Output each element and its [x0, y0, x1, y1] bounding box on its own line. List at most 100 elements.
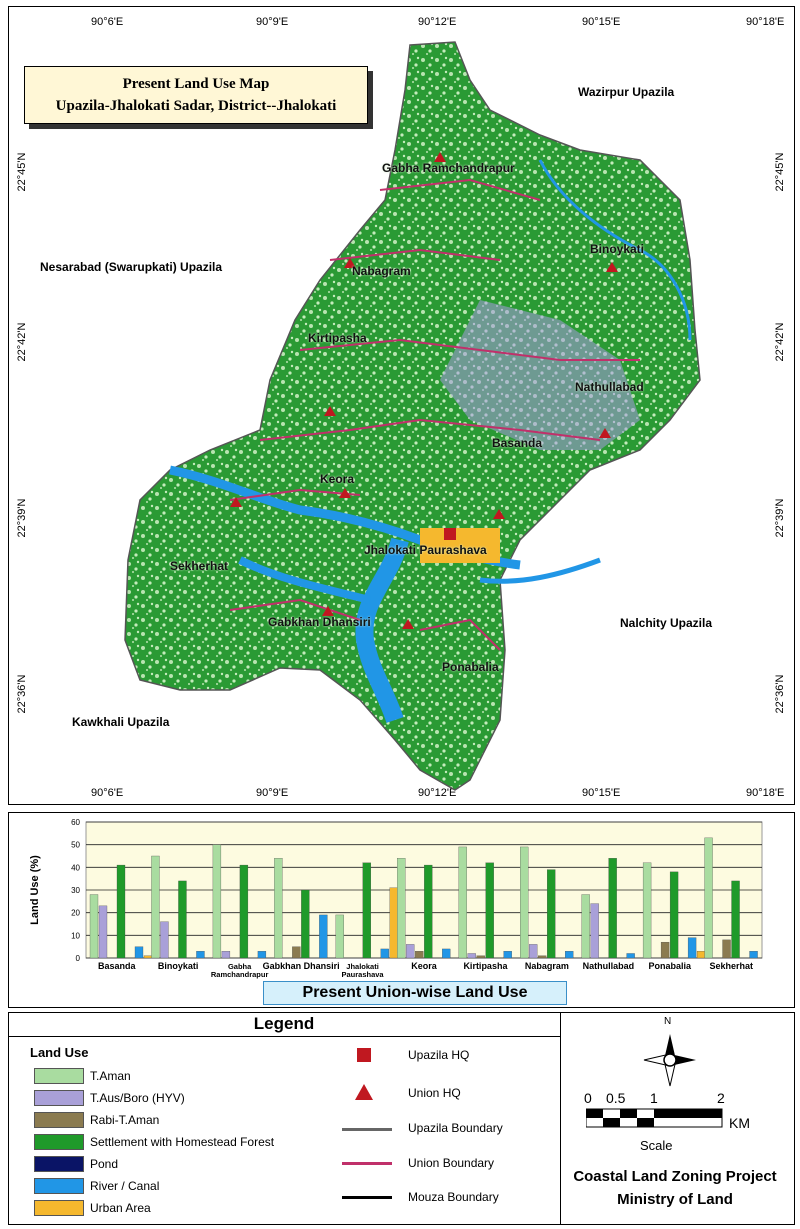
y-tick-label-60: 60 [71, 818, 80, 827]
scale-unit: KM [729, 1115, 750, 1131]
map-subtitle: Upazila-Jhalokati Sadar, District--Jhalo… [55, 98, 337, 114]
x-tick-label-7-0: Nabagram [525, 961, 569, 971]
union-boundary-symbol [342, 1162, 392, 1165]
bar-2-0 [212, 844, 222, 959]
x-tick-label-2-0: Gabha [228, 962, 252, 971]
bar-6-1 [467, 953, 476, 959]
scale-tick-05: 0.5 [606, 1090, 626, 1106]
bar-5-3 [424, 864, 433, 959]
bar-6-3 [485, 862, 494, 959]
union-label-nathullabad: Nathullabad [575, 380, 644, 394]
y-tick-label-40: 40 [71, 863, 80, 872]
legend-label-1: T.Aus/Boro (HYV) [90, 1091, 185, 1105]
bar-1-0 [151, 855, 160, 959]
x-tick-label-10-0: Sekherhat [710, 961, 754, 971]
neighbor-wazirpur: Wazirpur Upazila [578, 85, 675, 99]
coord-top-3: 90°12'E [418, 16, 457, 28]
bar-9-0 [642, 862, 652, 959]
bar-9-2 [660, 941, 670, 959]
bar-9-3 [669, 871, 679, 959]
legend-swatch-2 [34, 1112, 84, 1128]
legend-label-3: Settlement with Homestead Forest [90, 1135, 275, 1149]
urban-area [420, 528, 500, 563]
bar-5-0 [397, 858, 406, 959]
bar-0-0 [89, 894, 99, 959]
legend-swatch-5 [34, 1178, 84, 1194]
union-label-paurashava: Jhalokati Paurashava [364, 543, 487, 557]
scale-tick-2: 2 [717, 1090, 725, 1106]
bar-0-1 [98, 905, 108, 959]
bar-10-5 [749, 951, 758, 959]
bar-5-2 [415, 951, 424, 959]
bar-5-5 [442, 948, 451, 959]
legend-swatch-6 [34, 1200, 84, 1216]
y-axis-label: Land Use (%) [29, 855, 41, 925]
y-tick-label-30: 30 [71, 886, 80, 895]
bar-10-3 [731, 880, 740, 959]
upazila-map [124, 41, 701, 791]
bar-0-5 [134, 946, 144, 959]
bar-1-5 [196, 951, 205, 959]
coord-top-1: 90°6'E [91, 16, 124, 28]
legend-panel [8, 1012, 795, 1225]
upazila-boundary-label: Upazila Boundary [408, 1121, 503, 1135]
bar-7-5 [565, 951, 574, 959]
coord-top-4: 90°15'E [582, 16, 621, 28]
mouza-boundary-symbol [342, 1196, 392, 1199]
union-boundary-label: Union Boundary [408, 1156, 495, 1170]
x-tick-label-6-0: Kirtipasha [463, 961, 508, 971]
bar-10-2 [722, 939, 731, 959]
union-label-sekherhat: Sekherhat [170, 559, 229, 573]
legend-label-5: River / Canal [90, 1179, 160, 1193]
bar-3-2 [292, 946, 301, 959]
coord-top-5: 90°18'E [746, 16, 785, 28]
bar-6-0 [458, 846, 467, 959]
x-tick-label-0-0: Basanda [98, 961, 137, 971]
bar-3-5 [319, 914, 328, 959]
bar-1-1 [160, 921, 169, 959]
legend-swatch-0 [34, 1068, 84, 1084]
bar-6-2 [476, 955, 485, 959]
bar-0-3 [116, 864, 126, 959]
bar-10-0 [704, 837, 713, 959]
union-hq-label: Union HQ [408, 1086, 461, 1100]
bar-4-3 [362, 862, 371, 959]
legend-title: Legend [253, 1014, 315, 1033]
bar-0-6 [143, 955, 153, 959]
union-label-keora: Keora [320, 472, 355, 486]
bar-8-5 [626, 953, 635, 959]
bar-9-6 [696, 951, 706, 959]
upazila-boundary-symbol [342, 1128, 392, 1131]
river-north [538, 159, 692, 341]
map-title: Present Land Use Map [122, 76, 270, 92]
coord-bottom-3: 90°12'E [418, 787, 457, 799]
bar-4-5 [380, 948, 389, 959]
bar-1-3 [178, 880, 187, 959]
neighbor-kawkhali: Kawkhali Upazila [72, 715, 170, 729]
y-tick-label-50: 50 [71, 841, 80, 850]
bar-6-5 [503, 951, 512, 959]
bar-8-3 [608, 858, 617, 959]
legend-title-divider [8, 1036, 560, 1037]
coord-bottom-1: 90°6'E [91, 787, 124, 799]
union-label-binoykati: Binoykati [590, 242, 645, 256]
x-tick-label-9-0: Ponabalia [649, 961, 693, 971]
bar-2-5 [257, 951, 267, 959]
upazila-hq-symbol [357, 1048, 371, 1062]
scale-bar [586, 1108, 723, 1128]
scale-label: Scale [640, 1138, 673, 1153]
union-boundaries [229, 178, 640, 651]
neighbor-nalchity: Nalchity Upazila [620, 616, 713, 630]
union-label-nabagram: Nabagram [352, 264, 411, 278]
bar-5-1 [406, 944, 415, 959]
x-tick-label-1-0: Binoykati [158, 961, 199, 971]
north-arrow-icon [643, 1034, 696, 1087]
upazila-hq-marker [444, 528, 456, 540]
bar-8-1 [590, 903, 599, 959]
legend-label-0: T.Aman [90, 1069, 131, 1083]
coord-bottom-2: 90°9'E [256, 787, 289, 799]
union-label-ponabalia: Ponabalia [442, 660, 499, 674]
union-label-gabha: Gabha Ramchandrapur [382, 161, 515, 175]
scale-tick-1: 1 [650, 1090, 658, 1106]
x-tick-label-2-1: Ramchandrapur [211, 970, 269, 979]
